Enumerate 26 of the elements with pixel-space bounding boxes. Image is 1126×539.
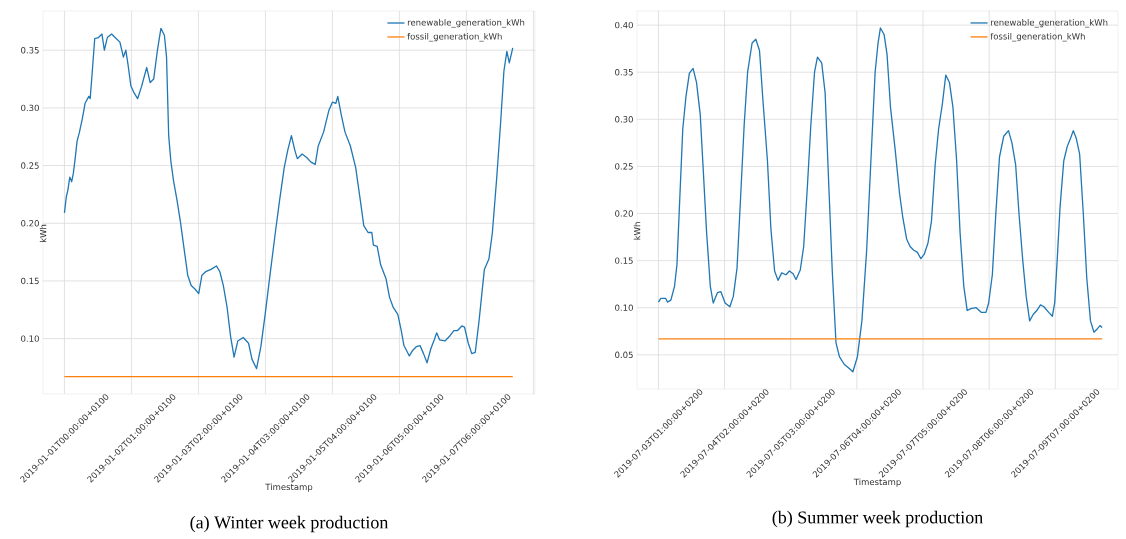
text: (b) Summer week production xyxy=(772,510,983,528)
y-axis-title: kWh xyxy=(39,224,47,243)
x-axis-title: Timestamp xyxy=(853,478,901,487)
y-tick-label: 0.30 xyxy=(21,104,39,112)
legend-label: fossil_generation_kWh xyxy=(990,32,1085,42)
y-tick-label: 0.10 xyxy=(615,304,633,311)
x-axis-title: Timestamp xyxy=(265,483,313,492)
y-tick-label: 0.15 xyxy=(21,277,39,285)
y-tick-label: 0.35 xyxy=(615,69,633,76)
legend-label: fossil_generation_kWh xyxy=(407,32,502,42)
y-tick-label: 0.25 xyxy=(615,163,633,170)
y-tick-label: 0.15 xyxy=(615,257,633,264)
line-series xyxy=(657,27,1103,373)
y-tick-label: 0.20 xyxy=(21,220,39,227)
y-tick-label: 0.10 xyxy=(21,335,39,342)
y-tick-label: 0.20 xyxy=(615,210,633,217)
y-tick-label: 0.40 xyxy=(615,21,633,29)
legend-label: renewable_generation_kWh xyxy=(991,18,1108,28)
y-tick-label: 0.35 xyxy=(21,47,39,54)
y-axis-title: kWh xyxy=(633,222,641,240)
legend-label: renewable_generation_kWh xyxy=(407,19,525,28)
y-tick-label: 0.05 xyxy=(615,351,633,359)
line-series xyxy=(63,27,514,370)
text: (a) Winter week production xyxy=(190,515,389,533)
y-tick-label: 0.25 xyxy=(21,162,39,169)
y-tick-label: 0.30 xyxy=(615,116,633,123)
